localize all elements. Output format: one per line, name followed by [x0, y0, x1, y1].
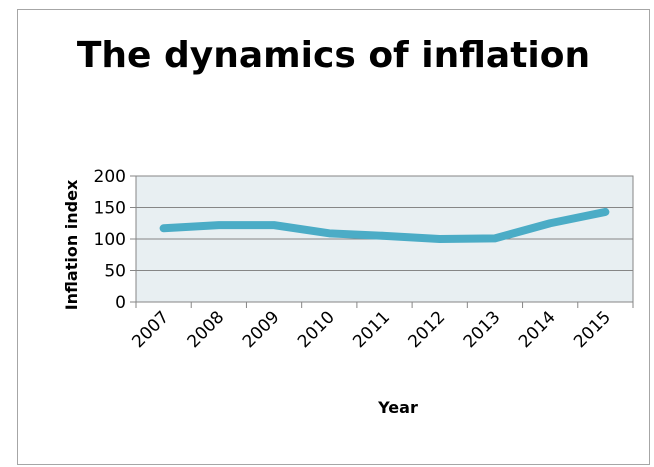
y-tick-label: 100	[94, 230, 126, 250]
y-tick-label: 200	[94, 167, 126, 187]
x-tick-label: 2013	[460, 307, 505, 352]
x-axis-tick-labels: 2007 2008 2009 2010 2011 2012 2013 2014 2015	[128, 307, 615, 352]
x-axis-tick-marks	[135, 302, 634, 308]
y-axis-title: Inflation index	[62, 179, 81, 310]
x-tick-label: 2014	[515, 307, 560, 352]
x-tick-label: 2012	[405, 307, 450, 352]
x-axis-title: Year	[377, 398, 418, 417]
y-tick-label: 0	[115, 293, 126, 313]
x-tick-label: 2009	[239, 307, 284, 352]
x-tick-label: 2010	[294, 307, 339, 352]
y-tick-label: 50	[104, 262, 126, 282]
series-line	[159, 207, 610, 243]
x-tick-label: 2007	[128, 307, 173, 352]
y-tick-label: 150	[94, 199, 126, 219]
y-axis-tick-labels: 0 50 100 150 200	[94, 167, 126, 313]
x-tick-label: 2015	[570, 307, 615, 352]
chart-title: The dynamics of inflation	[76, 35, 591, 76]
series-group	[159, 207, 610, 243]
x-tick-label: 2011	[349, 307, 394, 352]
x-tick-label: 2008	[184, 307, 229, 352]
